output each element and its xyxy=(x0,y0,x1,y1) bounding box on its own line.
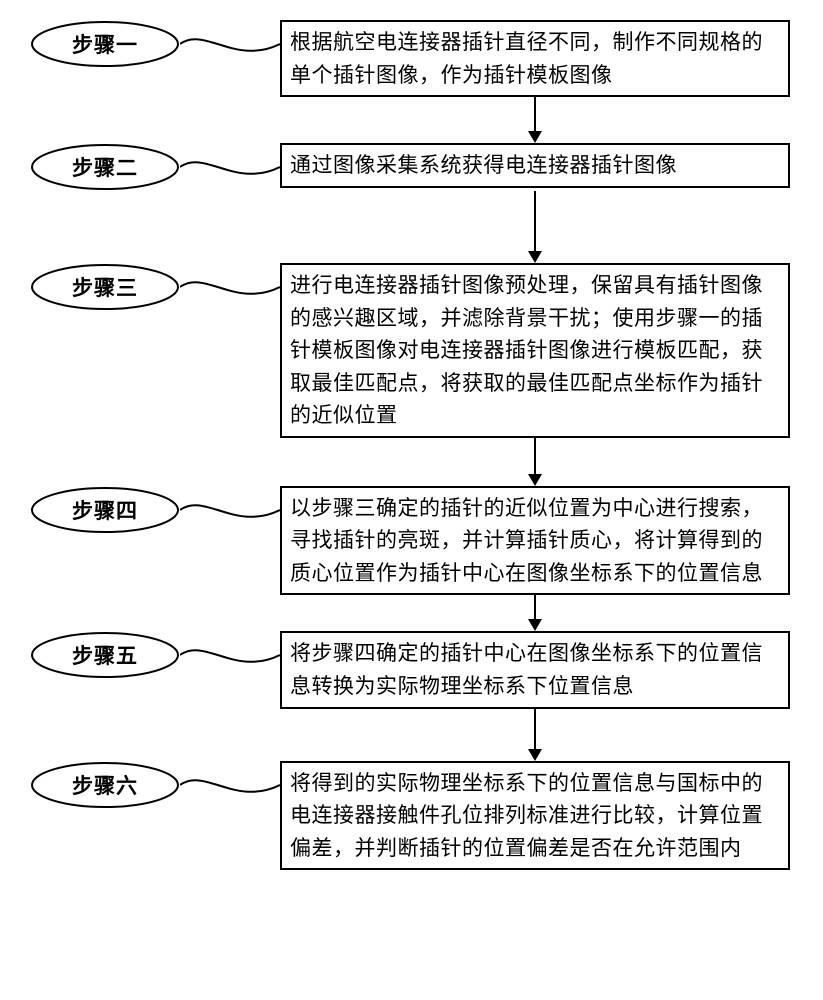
step-content-box: 根据航空电连接器插针直径不同，制作不同规格的单个插针图像，作为插针模板图像 xyxy=(280,20,790,97)
arrow-down xyxy=(280,709,790,761)
connector-curve xyxy=(180,143,280,191)
step-label-ellipse: 步骤一 xyxy=(30,20,180,68)
flowchart-step: 步骤四 以步骤三确定的插针的近似位置为中心进行搜索，寻找插针的亮斑，并计算插针质心… xyxy=(30,486,793,596)
step-label-ellipse: 步骤二 xyxy=(30,143,180,191)
step-content-box: 以步骤三确定的插针的近似位置为中心进行搜索，寻找插针的亮斑，并计算插针质心，将计… xyxy=(280,486,790,596)
flowchart-step: 步骤三 进行电连接器插针图像预处理，保留具有插针图像的感兴趣区域，并滤除背景干扰；… xyxy=(30,263,793,438)
step-label-text: 步骤三 xyxy=(72,272,138,302)
arrow-down xyxy=(280,191,790,263)
step-content-box: 将得到的实际物理坐标系下的位置信息与国标中的电连接器接触件孔位排列标准进行比较，… xyxy=(280,761,790,871)
step-label-text: 步骤六 xyxy=(72,770,138,800)
arrow-down xyxy=(280,97,790,143)
step-label-ellipse: 步骤四 xyxy=(30,486,180,534)
connector-curve xyxy=(180,20,280,68)
step-label-text: 步骤二 xyxy=(72,152,138,182)
flowchart-step: 步骤六 将得到的实际物理坐标系下的位置信息与国标中的电连接器接触件孔位排列标准进行… xyxy=(30,761,793,871)
step-content-box: 通过图像采集系统获得电连接器插针图像 xyxy=(280,143,790,188)
step-label-text: 步骤四 xyxy=(72,495,138,525)
step-content-box: 进行电连接器插针图像预处理，保留具有插针图像的感兴趣区域，并滤除背景干扰；使用步… xyxy=(280,263,790,438)
step-content-box: 将步骤四确定的插针中心在图像坐标系下的位置信息转换为实际物理坐标系下位置信息 xyxy=(280,631,790,708)
flowchart-step: 步骤一 根据航空电连接器插针直径不同，制作不同规格的单个插针图像，作为插针模板图像 xyxy=(30,20,793,97)
flowchart-step: 步骤二 通过图像采集系统获得电连接器插针图像 xyxy=(30,143,793,191)
step-label-ellipse: 步骤三 xyxy=(30,263,180,311)
connector-curve xyxy=(180,761,280,809)
step-label-text: 步骤五 xyxy=(72,640,138,670)
connector-curve xyxy=(180,263,280,311)
arrow-down xyxy=(280,438,790,486)
step-label-ellipse: 步骤五 xyxy=(30,631,180,679)
connector-curve xyxy=(180,486,280,534)
flowchart-step: 步骤五 将步骤四确定的插针中心在图像坐标系下的位置信息转换为实际物理坐标系下位置信… xyxy=(30,631,793,708)
step-label-text: 步骤一 xyxy=(72,29,138,59)
arrow-down xyxy=(280,595,790,631)
flowchart-container: 步骤一 根据航空电连接器插针直径不同，制作不同规格的单个插针图像，作为插针模板图像… xyxy=(30,20,793,870)
step-label-ellipse: 步骤六 xyxy=(30,761,180,809)
connector-curve xyxy=(180,631,280,679)
